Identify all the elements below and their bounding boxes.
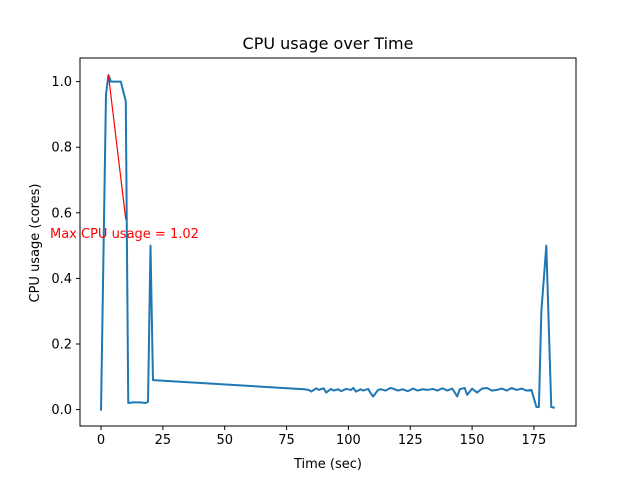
y-tick-label: 0.2 bbox=[51, 338, 72, 353]
x-axis-label: Time (sec) bbox=[293, 457, 362, 472]
y-tick-label: 0.4 bbox=[51, 272, 72, 287]
y-tick-label: 0.8 bbox=[51, 141, 72, 156]
x-tick-label: 125 bbox=[398, 433, 423, 448]
x-tick-label: 50 bbox=[216, 433, 233, 448]
x-tick-label: 75 bbox=[278, 433, 295, 448]
x-tick-label: 0 bbox=[97, 433, 105, 448]
y-tick-label: 0.0 bbox=[51, 403, 72, 418]
x-tick-label: 100 bbox=[336, 433, 361, 448]
y-axis-label: CPU usage (cores) bbox=[28, 184, 43, 303]
x-tick-label: 25 bbox=[155, 433, 172, 448]
x-tick-label: 175 bbox=[522, 433, 547, 448]
plot-area: Max CPU usage = 1.02 0 25 50 75 100 125 150 175 0… bbox=[50, 57, 577, 448]
series-line-0 bbox=[100, 74, 555, 411]
annotation-arrow-line bbox=[107, 74, 127, 220]
axes-frame bbox=[79, 57, 577, 427]
x-tick-label: 150 bbox=[460, 433, 485, 448]
y-tick-label: 1.0 bbox=[51, 75, 72, 90]
y-tick-label: 0.6 bbox=[51, 206, 72, 221]
chart-title: CPU usage over Time bbox=[243, 34, 414, 53]
annotation-text: Max CPU usage = 1.02 bbox=[50, 227, 199, 242]
